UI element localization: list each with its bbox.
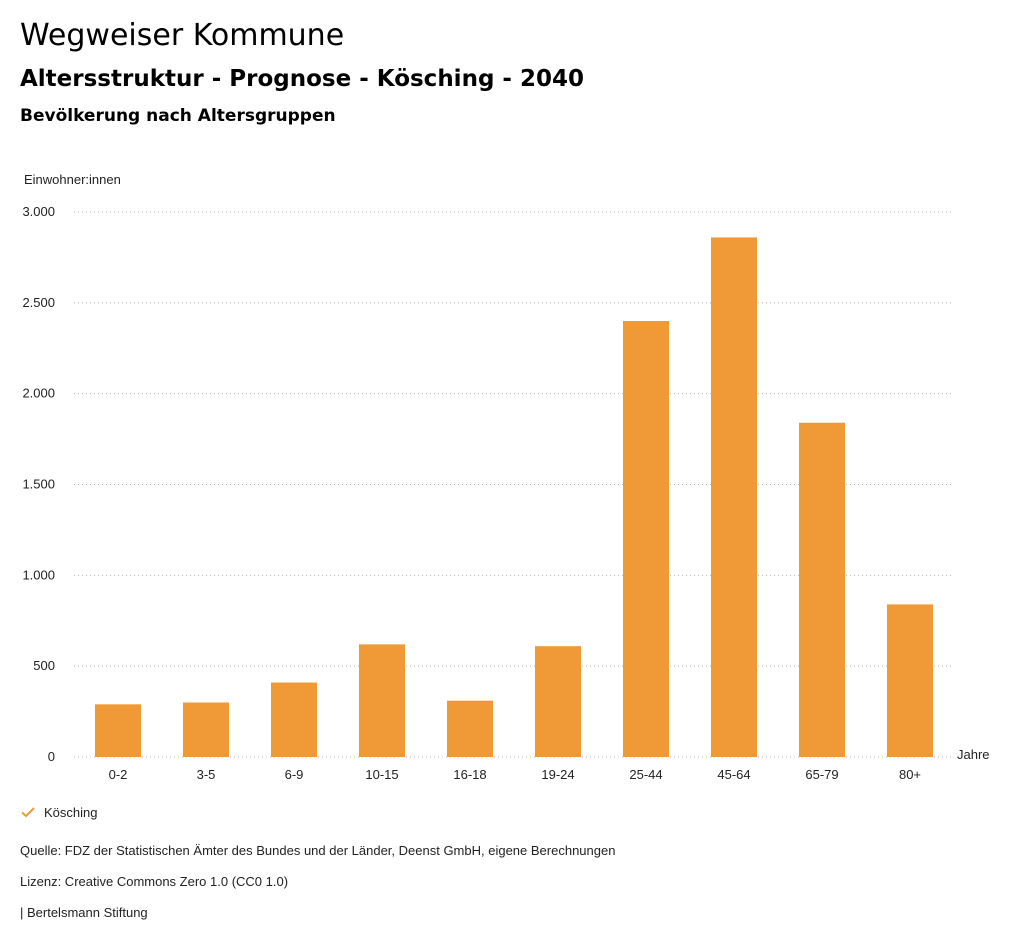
x-axis-label: Jahre [957, 747, 990, 762]
x-tick-label: 65-79 [805, 767, 838, 782]
bar-3-5[interactable] [183, 702, 229, 758]
bar-80+[interactable] [887, 604, 933, 757]
y-tick-label: 2.000 [22, 386, 55, 401]
bar-16-18[interactable] [447, 700, 493, 757]
x-tick-label: 45-64 [717, 767, 750, 782]
grid-layer [74, 211, 954, 758]
bar-19-24[interactable] [535, 646, 581, 757]
page-title: Wegweiser Kommune [20, 18, 345, 53]
y-tick-labels: 0 500 1.000 1.500 2.000 2.500 3.000 [22, 204, 55, 764]
x-tick-label: 19-24 [541, 767, 574, 782]
y-tick-label: 3.000 [22, 204, 55, 219]
bar-65-79[interactable] [799, 422, 845, 757]
legend-item-koesching[interactable]: Kösching [20, 802, 97, 822]
chart-heading: Bevölkerung nach Altersgruppen [20, 106, 336, 126]
y-tick-label: 1.500 [22, 477, 55, 492]
source-text: Quelle: FDZ der Statistischen Ämter des … [20, 843, 616, 858]
x-tick-label: 10-15 [365, 767, 398, 782]
license-text: Lizenz: Creative Commons Zero 1.0 (CC0 1… [20, 874, 289, 889]
page-subtitle: Altersstruktur - Prognose - Kösching - 2… [20, 66, 584, 92]
x-tick-label: 6-9 [285, 767, 304, 782]
bar-6-9[interactable] [271, 682, 317, 757]
x-tick-label: 3-5 [197, 767, 216, 782]
check-icon [21, 807, 35, 818]
y-tick-label: 500 [33, 658, 55, 673]
y-tick-label: 0 [48, 749, 55, 764]
bars [95, 237, 933, 757]
y-axis-label: Einwohner:innen [24, 172, 121, 187]
legend-label: Kösching [44, 804, 98, 820]
bar-chart: Einwohner:innen 0 500 1.000 1.500 2.000 2.500… [22, 172, 990, 782]
x-tick-label: 0-2 [109, 767, 128, 782]
x-tick-label: 16-18 [453, 767, 486, 782]
bar-0-2[interactable] [95, 704, 141, 757]
bar-25-44[interactable] [623, 321, 669, 757]
bar-45-64[interactable] [711, 237, 757, 757]
x-tick-label: 25-44 [629, 767, 662, 782]
y-tick-label: 1.000 [22, 567, 55, 582]
y-tick-label: 2.500 [22, 295, 55, 310]
credit-text: | Bertelsmann Stiftung [20, 905, 148, 920]
bar-10-15[interactable] [359, 644, 405, 757]
x-tick-label: 80+ [899, 767, 921, 782]
x-tick-labels: 0-2 3-5 6-9 10-15 16-18 19-24 25-44 45-64 65-79 8… [109, 767, 921, 782]
